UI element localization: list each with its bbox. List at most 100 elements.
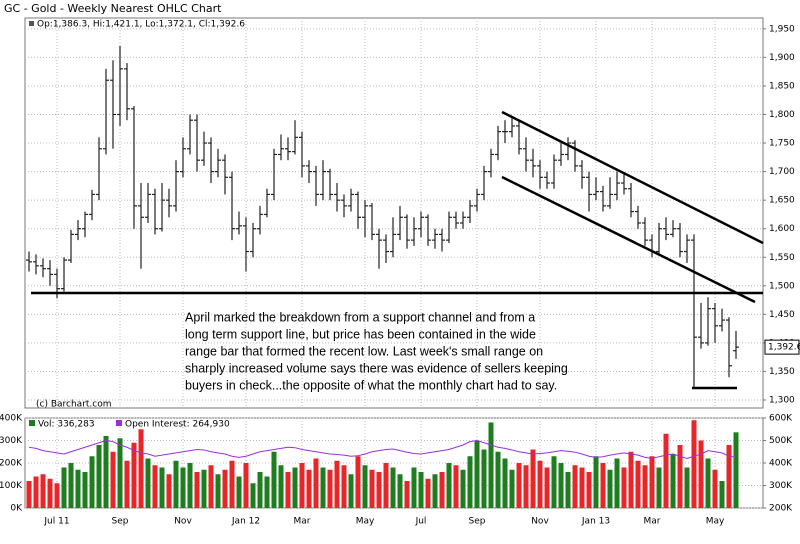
- volume-bar: [180, 467, 186, 508]
- volume-bar: [138, 429, 144, 508]
- ohlc-bar: [418, 211, 424, 238]
- volume-bar: [621, 467, 627, 508]
- open-interest-line: [28, 439, 737, 460]
- y-tick-label: 1,550: [769, 253, 795, 263]
- x-tick-label: May: [706, 517, 725, 527]
- ohlc-bar: [733, 330, 739, 359]
- volume-bar: [684, 467, 690, 508]
- volume-bar: [635, 460, 641, 508]
- volume-bar: [530, 449, 536, 508]
- y-tick-label: 1,700: [769, 167, 795, 177]
- volume-bar: [103, 436, 109, 508]
- volume-bar: [299, 463, 305, 508]
- ohlc-bar: [488, 148, 494, 178]
- ohlc-bar: [432, 228, 438, 249]
- ohlc-bar: [411, 217, 417, 246]
- ohlc-bar: [187, 114, 193, 155]
- volume-bar: [670, 454, 676, 508]
- ohlc-bar: [495, 125, 501, 161]
- oi-tick-label: 600K: [769, 414, 793, 424]
- ohlc-bar: [530, 148, 536, 178]
- ohlc-bar: [47, 260, 53, 286]
- channel-lower: [501, 175, 756, 304]
- ohlc-bar: [698, 302, 704, 349]
- volume-bar: [607, 469, 613, 508]
- volume-bar: [194, 472, 200, 508]
- volume-bar: [425, 478, 431, 508]
- oi-tick-label: 300K: [769, 481, 793, 491]
- ohlc-bar: [537, 160, 543, 189]
- x-tick-label: May: [356, 517, 375, 527]
- volume-bar: [523, 465, 529, 508]
- ohlc-bar: [502, 120, 508, 144]
- ohlc-bar: [369, 203, 375, 241]
- volume-bar: [292, 467, 298, 508]
- volume-bar: [278, 465, 284, 508]
- ohlc-bar: [194, 114, 200, 172]
- ohlc-bar: [215, 148, 221, 178]
- ohlc-bar: [670, 220, 676, 238]
- volume-bar: [271, 451, 277, 508]
- ohlc-bar: [110, 60, 116, 149]
- volume-bar: [306, 469, 312, 508]
- ohlc-bar: [250, 222, 256, 258]
- volume-bar: [82, 472, 88, 508]
- volume-bar: [117, 438, 123, 508]
- ohlc-bar: [348, 188, 354, 212]
- volume-bar: [397, 474, 403, 508]
- volume-bar: [61, 467, 67, 508]
- volume-bar: [418, 472, 424, 508]
- volume-bar: [390, 467, 396, 508]
- x-tick-label: Nov: [174, 517, 192, 527]
- oi-legend: Open Interest: 264,930: [125, 420, 230, 430]
- ohlc-bar: [600, 185, 606, 212]
- volume-bar: [642, 465, 648, 508]
- volume-bar: [243, 463, 249, 508]
- ohlc-bar: [341, 194, 347, 218]
- y-tick-label: 1,300: [769, 396, 795, 406]
- volume-bar: [89, 456, 95, 508]
- oi-tick-label: 200K: [769, 504, 793, 514]
- volume-bar: [327, 469, 333, 508]
- volume-bar: [677, 445, 683, 508]
- ohlc-bar: [572, 140, 578, 172]
- ohlc-bar: [82, 211, 88, 238]
- volume-bar: [145, 458, 151, 508]
- oi-legend-marker: [116, 420, 122, 426]
- volume-bar: [733, 432, 739, 508]
- volume-bar: [453, 465, 459, 508]
- volume-bar: [411, 467, 417, 508]
- channel-upper: [501, 110, 764, 245]
- y-tick-label: 1,350: [769, 367, 795, 377]
- volume-bar: [649, 456, 655, 508]
- volume-bar: [229, 460, 235, 508]
- ohlc-bar: [131, 105, 137, 229]
- volume-bar: [509, 469, 515, 508]
- volume-bar: [474, 440, 480, 508]
- volume-bar: [159, 467, 165, 508]
- ohlc-bar: [285, 137, 291, 161]
- volume-bar: [110, 451, 116, 508]
- volume-bar: [481, 449, 487, 508]
- volume-bar: [467, 456, 473, 508]
- ohlc-bar: [208, 137, 214, 184]
- volume-bar: [173, 460, 179, 508]
- ohlc-bar: [481, 165, 487, 201]
- ohlc-bar: [292, 120, 298, 155]
- volume-bar: [201, 469, 207, 508]
- volume-bar: [75, 469, 81, 508]
- volume-bar: [54, 483, 60, 508]
- ohlc-bar: [152, 188, 158, 235]
- ohlc-bar: [425, 214, 431, 246]
- volume-bar: [516, 463, 522, 508]
- x-tick-label: Mar: [294, 517, 311, 527]
- oi-tick-label: 500K: [769, 436, 793, 446]
- volume-bar: [320, 467, 326, 508]
- ohlc-header: Op:1,386.3, Hi:1,421.1, Lo:1,372.1, Cl:1…: [37, 20, 245, 30]
- ohlc-bar: [551, 154, 557, 189]
- volume-bar: [551, 456, 557, 508]
- y-tick-label: 1,600: [769, 224, 795, 234]
- copyright: (c) Barchart.com: [36, 400, 112, 410]
- ohlc-bar: [390, 217, 396, 258]
- ohlc-bar: [474, 188, 480, 212]
